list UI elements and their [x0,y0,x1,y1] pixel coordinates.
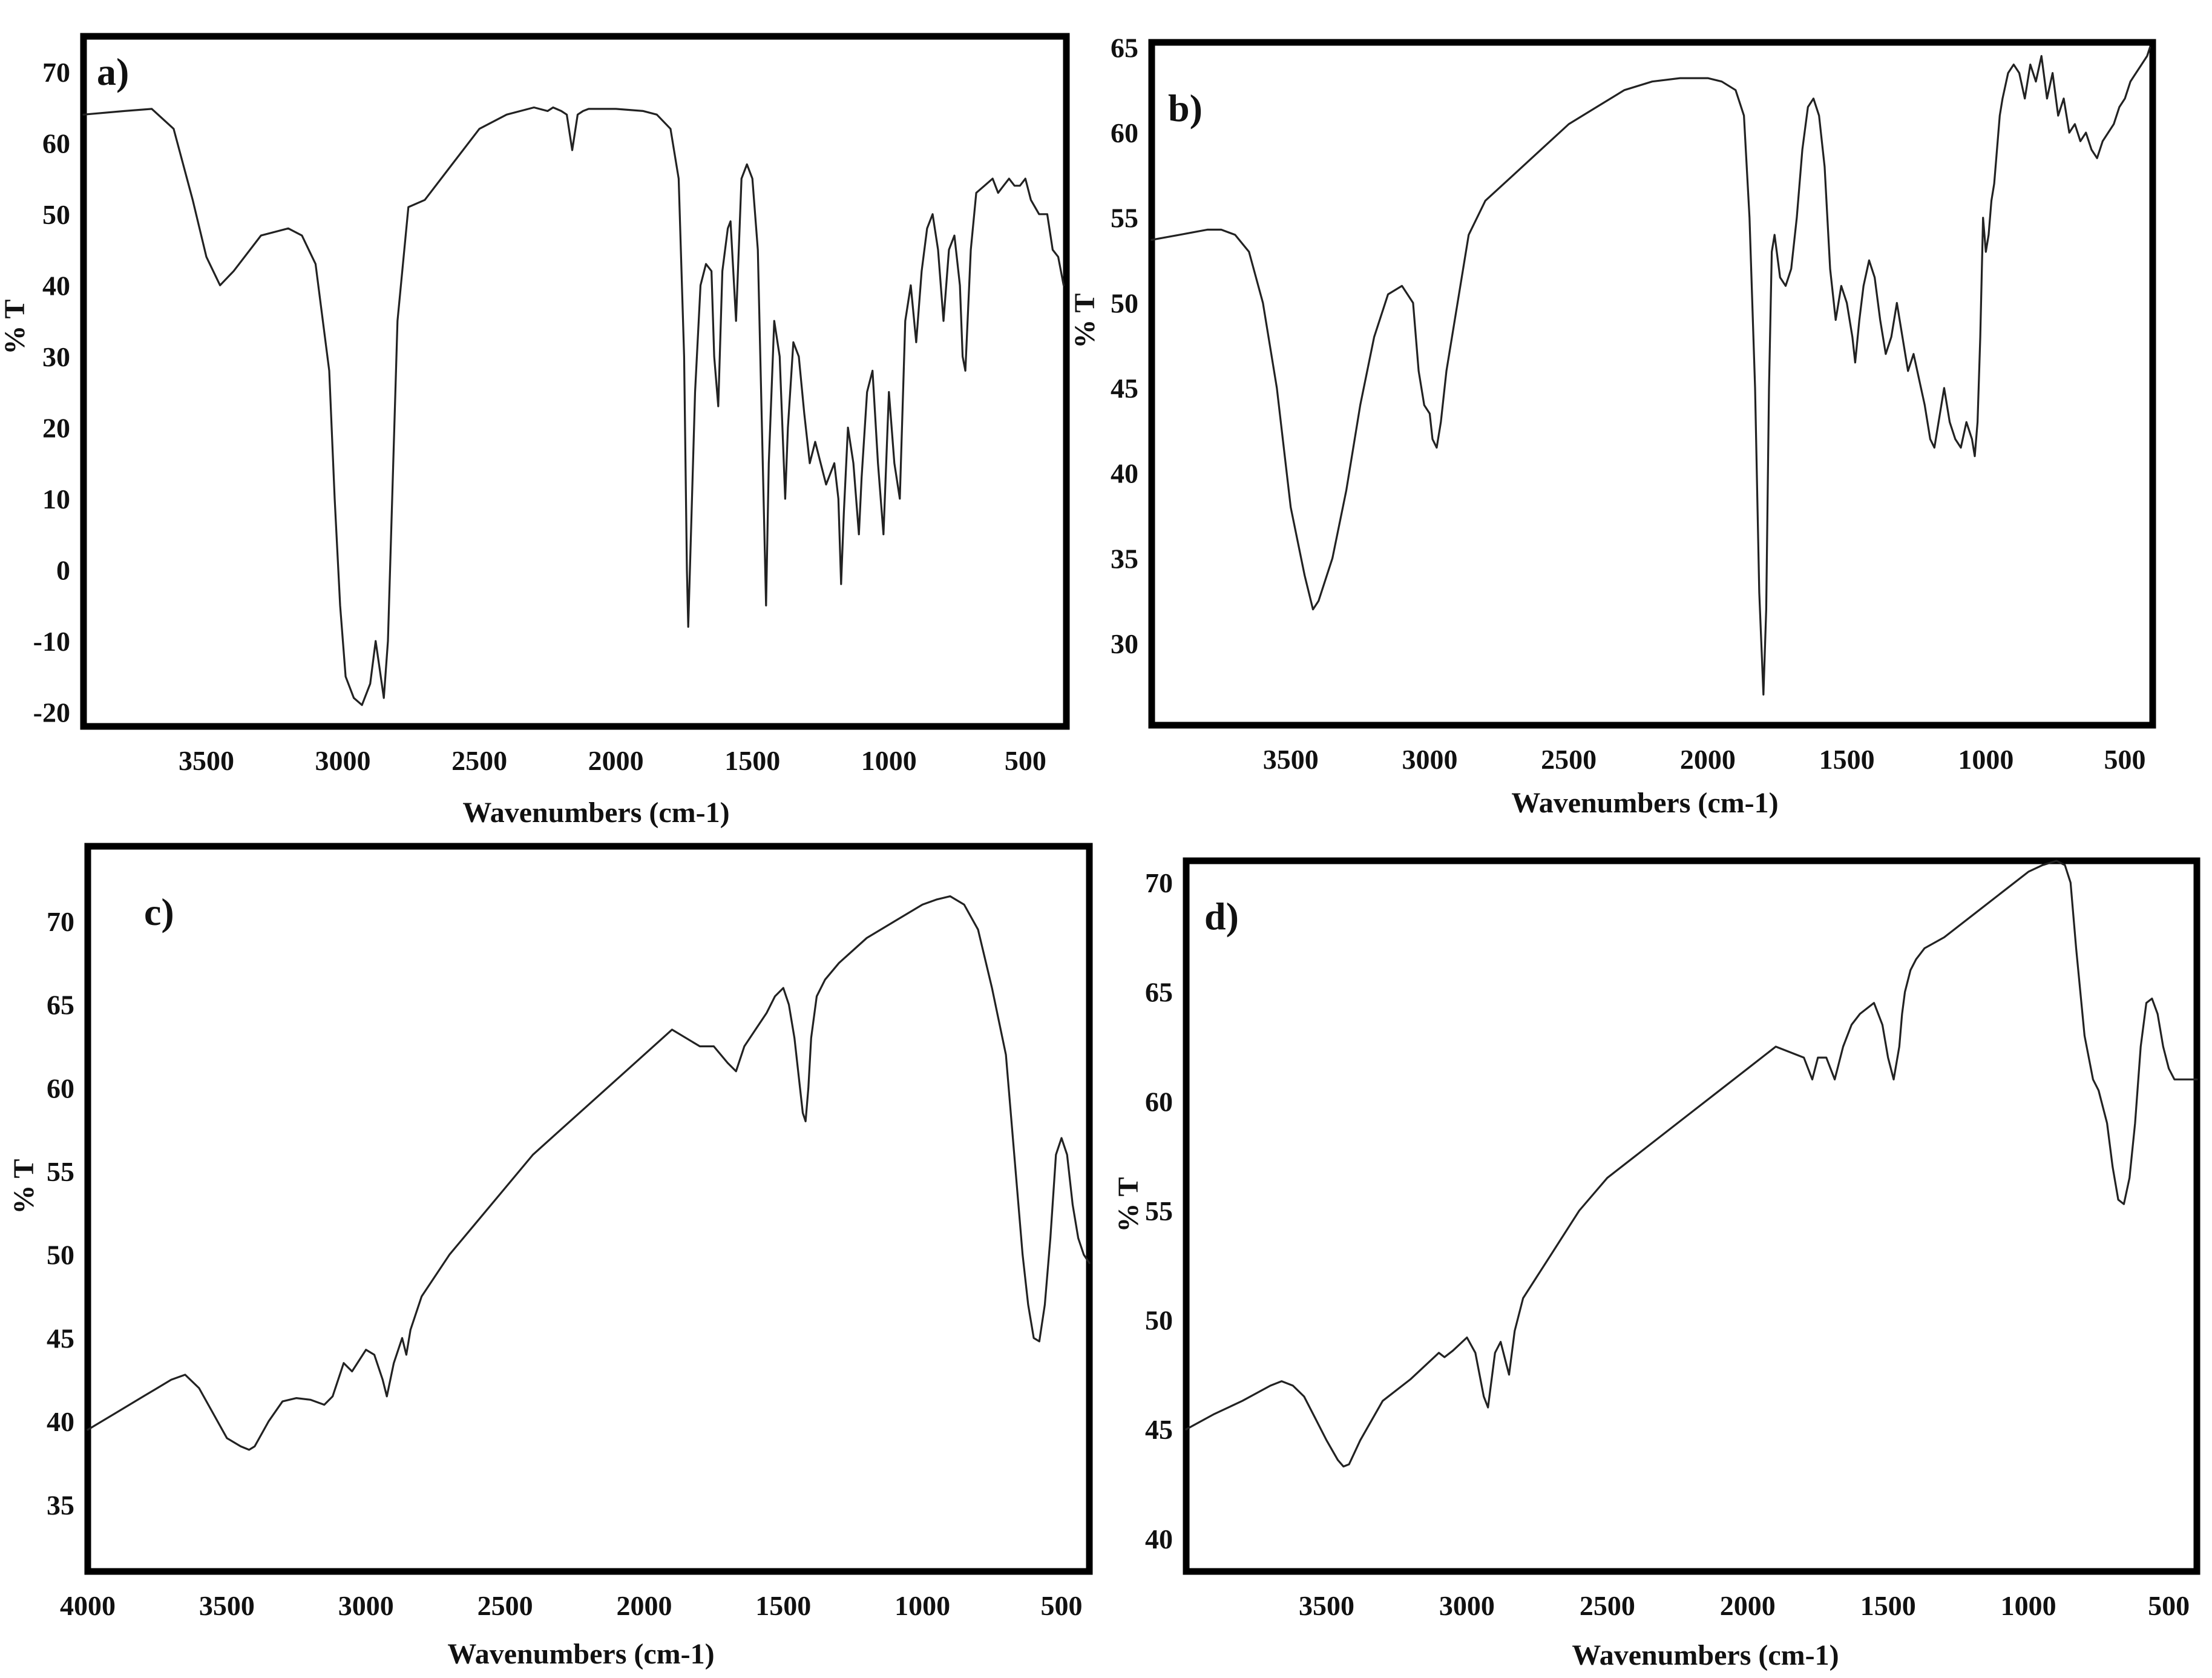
y-tick-label: 70 [1145,867,1173,898]
y-tick-label: 20 [42,412,70,443]
x-tick-label: 2500 [1580,1590,1635,1621]
y-tick-label: 30 [1111,628,1138,659]
x-tick-label: 2500 [451,745,507,776]
spectrum-line [1150,46,2151,696]
ftir-panel-c: 4000 3500 3000 2500 2000 1500 1000 500 70 65 60 55 5… [8,843,1093,1670]
panel-label: c) [144,890,174,933]
x-tick-label: 3500 [1299,1590,1354,1621]
x-tick-label: 2000 [616,1590,672,1621]
plot-frame [84,843,1093,1575]
y-tick-label: 35 [47,1490,74,1521]
ftir-panel-a: 3500 3000 2500 2000 1500 1000 500 70 60 50 40 30 20 1… [0,33,1070,829]
x-tick-label: 3500 [179,745,234,776]
y-tick-label: 55 [47,1156,74,1187]
x-tick-label: 1000 [861,745,917,776]
x-tick-label: 1500 [755,1590,811,1621]
y-tick-label: 60 [47,1073,74,1104]
x-tick-label: 2000 [1680,744,1736,775]
y-tick-label: -20 [33,697,70,728]
y-axis-label: % T [1069,293,1101,348]
y-tick-label: 65 [1145,977,1173,1008]
y-tick-label: 50 [47,1240,74,1271]
y-tick-label: 10 [42,484,70,515]
x-tick-label: 2500 [478,1590,533,1621]
x-axis-label: Wavenumbers (cm-1) [1572,1639,1839,1671]
y-tick-label: 65 [47,990,74,1021]
panel-label: a) [97,50,129,93]
y-tick-label: 55 [1111,203,1138,234]
x-tick-label: 500 [1041,1590,1083,1621]
spectrum-line [1185,860,2198,1468]
y-tick-label: 35 [1111,543,1138,574]
y-tick-label: 50 [42,199,70,230]
y-tick-label: 60 [1111,117,1138,148]
x-axis-label: Wavenumbers (cm-1) [447,1638,714,1670]
y-tick-label: 40 [42,270,70,301]
y-tick-label: 60 [1145,1086,1173,1117]
x-tick-label: 2500 [1541,744,1597,775]
x-tick-label: 1000 [894,1590,950,1621]
x-tick-label: 3500 [1263,744,1319,775]
y-tick-label: 45 [47,1323,74,1354]
y-axis-label: % T [8,1159,40,1214]
x-tick-label: 4000 [60,1590,116,1621]
x-tick-label: 1500 [724,745,780,776]
x-tick-label: 1500 [1819,744,1875,775]
y-tick-label: 70 [47,906,74,937]
y-tick-label: 40 [47,1406,74,1437]
x-tick-label: 2000 [588,745,644,776]
y-axis-label: % T [0,299,31,354]
y-tick-label: 40 [1145,1524,1173,1555]
ftir-panel-b: 3500 3000 2500 2000 1500 1000 500 65 60 55 50 45 40 3… [1069,32,2156,819]
y-tick-label: 45 [1145,1414,1173,1445]
plot-frame [1148,39,2156,729]
y-axis-label: % T [1112,1177,1144,1232]
x-tick-label: 1000 [2001,1590,2056,1621]
y-tick-label: 55 [1145,1196,1173,1226]
plot-frame [1183,857,2201,1575]
y-tick-label: 60 [42,128,70,159]
y-tick-label: 65 [1111,32,1138,63]
x-axis-label: Wavenumbers (cm-1) [1511,787,1778,819]
panel-label: d) [1204,895,1239,938]
x-tick-label: 3000 [315,745,371,776]
x-tick-label: 1500 [1860,1590,1916,1621]
plot-frame [80,33,1070,730]
y-tick-label: -10 [33,626,70,657]
x-axis-label: Wavenumbers (cm-1) [462,797,729,829]
x-tick-label: 3500 [199,1590,255,1621]
x-tick-label: 1000 [1958,744,2013,775]
x-tick-label: 500 [1005,745,1046,776]
x-tick-label: 500 [2148,1590,2190,1621]
y-tick-label: 70 [42,57,70,88]
spectrum-line [82,106,1065,706]
y-tick-label: 45 [1111,373,1138,404]
panel-label: b) [1168,87,1203,130]
x-tick-label: 3000 [338,1590,394,1621]
y-tick-label: 30 [42,341,70,372]
ftir-panel-d: 3500 3000 2500 2000 1500 1000 500 70 65 60 55 50 45 4… [1112,857,2201,1671]
x-tick-label: 500 [2104,744,2146,775]
y-tick-label: 50 [1111,288,1138,318]
y-tick-label: 0 [56,554,70,585]
x-tick-label: 2000 [1720,1590,1776,1621]
y-tick-label: 50 [1145,1305,1173,1336]
spectrum-line [87,895,1091,1451]
y-tick-label: 40 [1111,458,1138,489]
x-tick-label: 3000 [1439,1590,1495,1621]
x-tick-label: 3000 [1402,744,1457,775]
